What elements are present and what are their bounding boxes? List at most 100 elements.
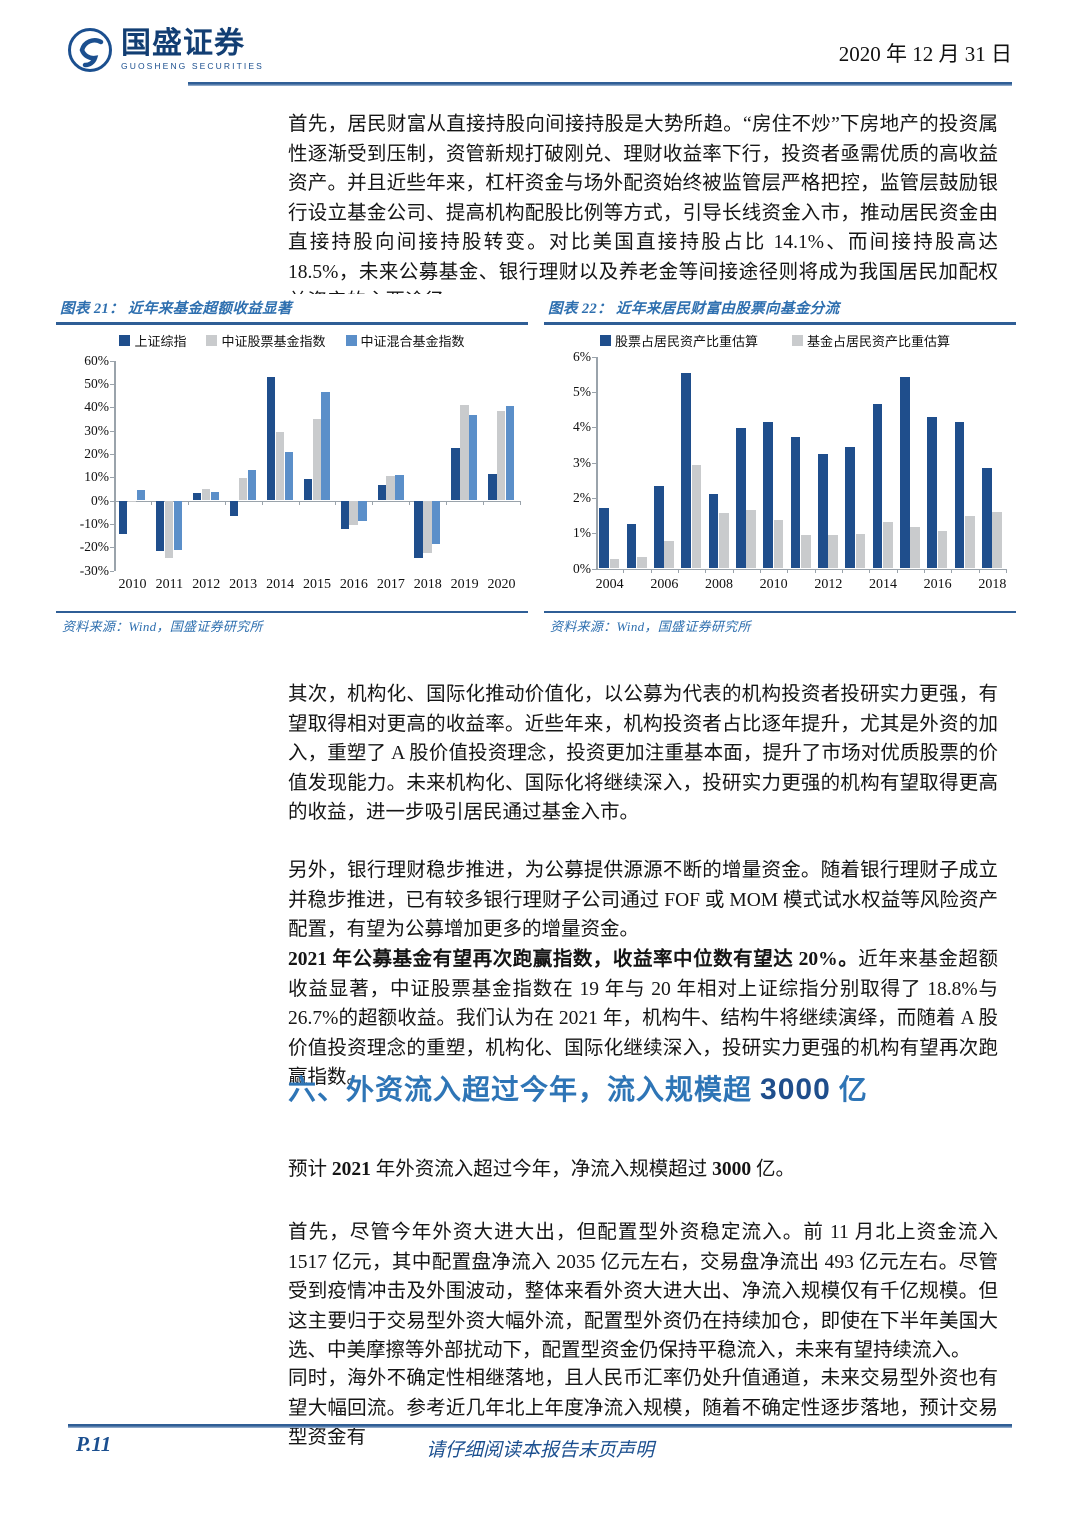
- x-axis-tick-label: 2013: [229, 576, 258, 592]
- figure-21-legend: 上证综指 中证股票基金指数 中证混合基金指数: [56, 331, 528, 350]
- y-axis-tick-mark: [592, 533, 596, 535]
- paragraph-5: 预计 2021 年外资流入超过今年，净流入规模超过 3000 亿。: [288, 1155, 998, 1185]
- paragraph-5-end: 亿。: [751, 1159, 796, 1180]
- bar: [790, 437, 801, 569]
- y-axis-tick-mark: [592, 568, 596, 570]
- bar: [801, 534, 811, 569]
- x-axis-tick-mark: [520, 500, 521, 505]
- figure-22: 图表 22： 近年来居民财富由股票向基金分流 股票占居民资产比重估算 基金占居民资…: [544, 294, 1016, 652]
- x-axis-tick-label: 2016: [923, 576, 952, 592]
- bar: [927, 417, 938, 569]
- bar: [681, 373, 692, 569]
- y-axis-tick-mark: [592, 391, 596, 393]
- x-axis-tick-mark: [650, 568, 652, 573]
- baseline-axis: [596, 568, 1006, 570]
- bar: [981, 468, 992, 569]
- bar: [377, 485, 386, 501]
- bar: [954, 422, 965, 569]
- x-axis-tick-mark: [623, 568, 625, 573]
- bar: [451, 448, 460, 501]
- figure-22-title: 图表 22： 近年来居民财富由股票向基金分流: [548, 301, 840, 317]
- y-axis-tick-label: 30%: [84, 422, 109, 438]
- y-axis-tick-label: 0%: [91, 492, 109, 508]
- x-axis-tick-label: 2012: [814, 576, 843, 592]
- x-axis-tick-mark: [760, 568, 761, 573]
- bar: [855, 533, 866, 569]
- paragraph-5-year: 2021: [331, 1159, 371, 1180]
- bar: [423, 500, 432, 553]
- bar: [156, 500, 165, 552]
- report-date: 2020 年 12 月 31 日: [838, 42, 1012, 66]
- bar: [691, 464, 702, 569]
- legend-swatch-icon: [345, 334, 357, 346]
- legend-label: 中证股票基金指数: [221, 333, 326, 349]
- legend-swatch-icon: [119, 334, 131, 346]
- y-axis-tick-mark: [110, 453, 114, 455]
- paragraph-4: 2021 年公募基金有望再次跑赢指数，收益率中位数有望达 20%。近年来基金超额…: [288, 945, 998, 1093]
- bar: [303, 478, 313, 501]
- bar: [505, 406, 515, 501]
- logo-company-name-en: GUOSHENG SECURITIES: [121, 61, 264, 72]
- bar: [883, 522, 893, 569]
- page-number: P.11: [76, 1432, 112, 1456]
- page-header: 国盛证券 GUOSHENG SECURITIES 2020 年 12 月 31 …: [0, 0, 1080, 92]
- x-axis-tick-mark: [224, 500, 226, 505]
- x-axis-tick-label: 2017: [376, 576, 405, 592]
- y-axis-tick-mark: [110, 570, 114, 572]
- bar: [965, 515, 975, 569]
- paragraph-5-mid: 年外资流入超过今年，净流入规模超过: [370, 1159, 713, 1180]
- y-axis-tick-label: 4%: [573, 419, 591, 435]
- bar: [469, 415, 478, 501]
- y-axis-tick-mark: [592, 427, 596, 429]
- bar: [340, 500, 349, 530]
- logo-company-name: 国盛证券: [121, 26, 245, 62]
- bar: [746, 509, 757, 569]
- figure-21-top-rule: [56, 322, 528, 325]
- section-heading-suffix: 亿: [830, 1075, 868, 1106]
- bar: [992, 511, 1003, 569]
- y-axis-tick-label: 1%: [573, 525, 591, 541]
- x-axis-tick-label: 2011: [155, 576, 184, 592]
- paragraph-1: 首先，居民财富从直接持股向间接持股是大势所趋。“房住不炒”下房地产的投资属性逐渐…: [288, 114, 998, 312]
- header-divider: [188, 82, 1012, 86]
- bar: [937, 531, 948, 569]
- figure-21-source: 资料来源：Wind，国盛证券研究所: [62, 619, 263, 634]
- x-axis-tick-label: 2014: [266, 576, 295, 592]
- bar: [637, 556, 647, 569]
- x-axis-tick-mark: [924, 568, 925, 573]
- y-axis-line: [114, 360, 116, 571]
- bar: [488, 473, 497, 501]
- figure-21-bottom-rule: [56, 610, 528, 613]
- y-axis-tick-mark: [592, 356, 596, 358]
- x-axis-tick-label: 2018: [413, 576, 442, 592]
- y-axis-tick-label: -30%: [79, 562, 109, 578]
- footer-divider: [68, 1424, 1012, 1428]
- x-axis-tick-mark: [409, 500, 411, 505]
- y-axis-tick-label: 5%: [573, 383, 591, 399]
- footer-disclaimer: 请仔细阅读本报告末页声明: [425, 1440, 654, 1461]
- bar: [735, 428, 746, 569]
- bar: [828, 534, 839, 569]
- y-axis-tick-mark: [110, 477, 114, 479]
- x-axis-tick-mark: [335, 500, 337, 505]
- bar: [119, 500, 128, 534]
- legend-item-2: 基金占居民资产比重估算: [792, 331, 950, 350]
- bar: [497, 411, 506, 501]
- section-heading-6: 六、外资流入超过今年，流入规模超 3000 亿: [288, 1068, 1008, 1108]
- x-axis-tick-mark: [187, 500, 189, 505]
- paragraph-4-lead: 2021 年公募基金有望再次跑赢指数，收益率中位数有望达 20%。: [288, 949, 859, 970]
- y-axis-tick-label: 0%: [573, 560, 591, 576]
- x-axis-tick-label: 2016: [339, 576, 368, 592]
- y-axis-tick-mark: [110, 407, 114, 409]
- x-axis-tick-mark: [896, 568, 898, 573]
- y-axis-tick-mark: [592, 462, 596, 464]
- legend-label: 股票占居民资产比重估算: [615, 333, 759, 349]
- y-axis-tick-label: 2%: [573, 489, 591, 505]
- bar: [238, 477, 248, 501]
- paragraph-4-rest: 近年来基金超额收益显著，中证股票基金指数在 19 年与 20 年相对上证综指分别…: [288, 949, 998, 1088]
- y-axis-tick-label: 3%: [573, 454, 591, 470]
- bar: [599, 508, 610, 569]
- bar: [899, 376, 910, 569]
- x-axis-tick-mark: [678, 568, 679, 573]
- bar: [173, 500, 183, 551]
